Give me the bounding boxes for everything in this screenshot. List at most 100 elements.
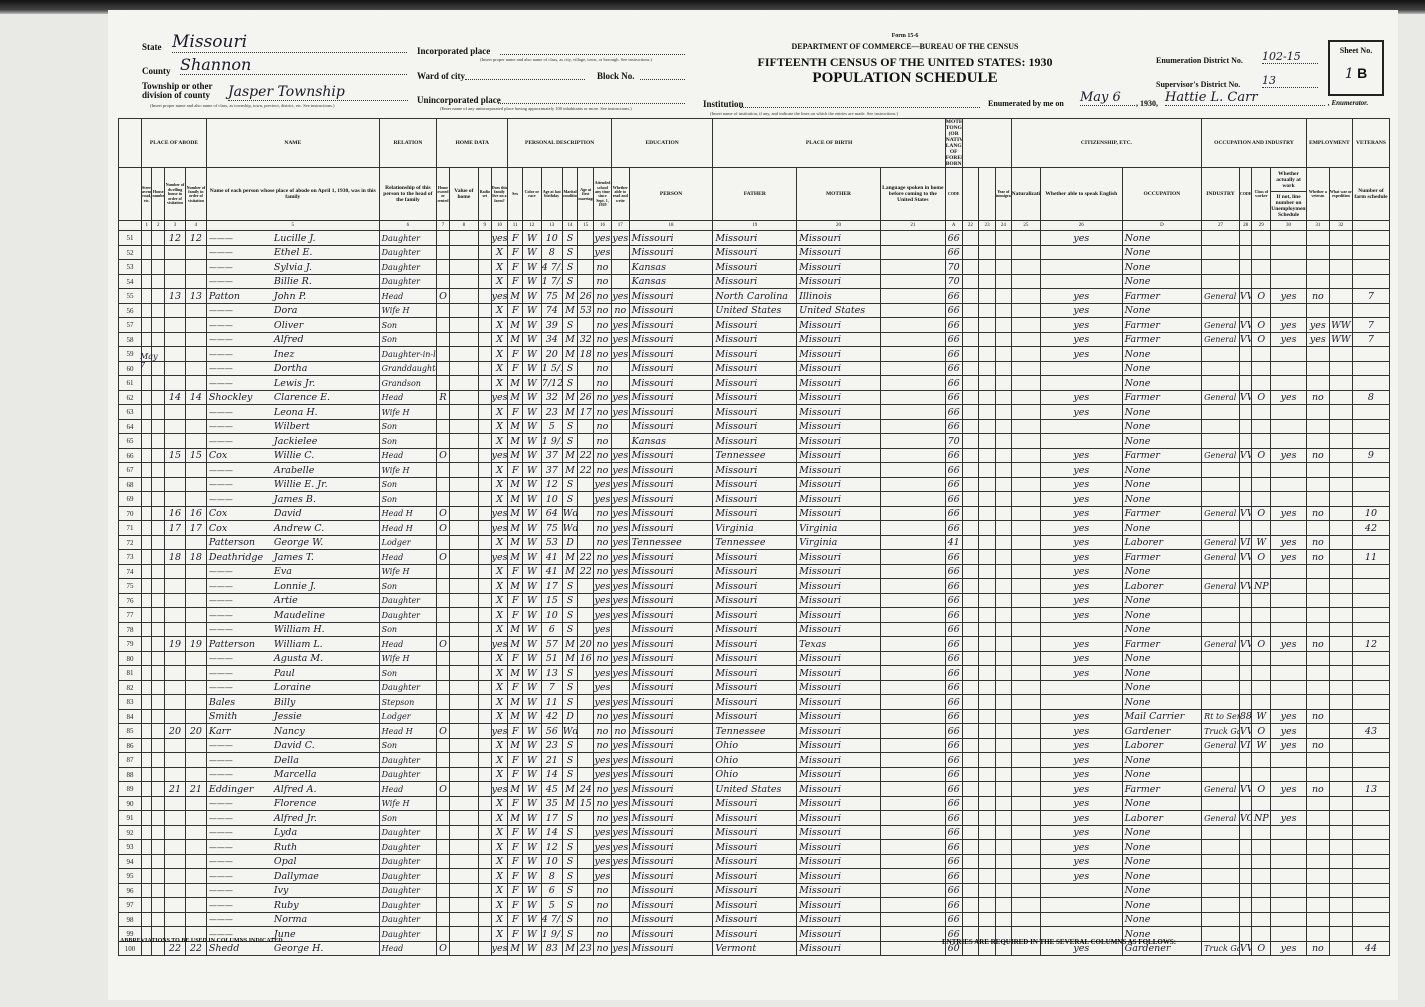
column-header: Language spoken in home before coming to… <box>879 167 946 222</box>
sex: M <box>507 476 523 493</box>
mother-tongue <box>879 230 946 246</box>
birthplace-mother: Missouri <box>796 897 881 913</box>
occupation: None <box>1121 259 1203 275</box>
occupation-code <box>1238 766 1253 783</box>
home-tenure <box>436 650 450 667</box>
age: 51 <box>540 650 563 667</box>
house-number <box>151 563 165 580</box>
family-number <box>184 433 207 449</box>
industry <box>1201 882 1240 899</box>
industry <box>1201 926 1240 942</box>
name: Deathridge James T. <box>205 549 380 565</box>
radio <box>478 607 492 623</box>
at-work <box>1270 462 1307 478</box>
relationship: Daughter <box>378 273 438 290</box>
family-number <box>184 404 207 420</box>
occupation-code: 8876 <box>1238 708 1253 725</box>
age-first-marriage <box>577 317 595 333</box>
surname: ——— <box>208 436 233 446</box>
surname: ——— <box>208 465 233 475</box>
literacy <box>610 679 630 696</box>
sex: M <box>507 317 523 333</box>
race: W <box>521 882 542 899</box>
race: W <box>521 868 542 884</box>
occupation-code <box>1238 650 1253 667</box>
sex: F <box>507 926 523 942</box>
sex: M <box>507 331 523 348</box>
farm: X <box>490 375 509 391</box>
speaks-english <box>1039 273 1123 290</box>
industry: General Farm <box>1201 331 1240 348</box>
dwelling-number <box>164 868 186 884</box>
family-number: 17 <box>184 520 207 536</box>
age-first-marriage <box>577 491 595 507</box>
radio <box>478 926 492 942</box>
farm: X <box>490 360 509 377</box>
code-c <box>978 650 996 667</box>
speaks-english: yes <box>1039 810 1123 826</box>
code-b <box>961 491 980 507</box>
name: ——— Opal <box>205 853 380 870</box>
at-work <box>1270 839 1307 855</box>
age-first-marriage <box>577 839 595 855</box>
column-header: Name of each person whose place of abode… <box>205 167 380 222</box>
literacy: yes <box>610 230 630 246</box>
marital-status: S <box>561 882 579 899</box>
line-number: 77 <box>117 607 143 623</box>
farm-schedule: 7 <box>1351 288 1391 304</box>
enumerated-label: Enumerated by me on <box>988 99 1064 108</box>
class-of-worker <box>1251 839 1272 855</box>
birthplace-father: Missouri <box>712 273 798 290</box>
naturalization <box>1010 723 1041 739</box>
sex: M <box>507 636 523 652</box>
naturalization <box>1010 418 1041 435</box>
sex: F <box>507 723 523 739</box>
naturalization <box>1010 766 1041 783</box>
code-b <box>961 534 980 551</box>
occupation: Laborer <box>1121 534 1203 551</box>
speaks-english: yes <box>1039 607 1123 623</box>
industry <box>1201 491 1240 507</box>
name: Patton John P. <box>205 288 380 304</box>
family-number <box>184 592 207 609</box>
school: yes <box>593 665 612 681</box>
relationship: Daughter <box>378 607 438 623</box>
birthplace-code: 66 <box>944 462 963 478</box>
farm: X <box>490 737 509 754</box>
house-number <box>151 404 165 420</box>
school: no <box>593 882 612 899</box>
birthplace-person: Missouri <box>628 520 714 536</box>
home-value <box>448 679 480 696</box>
race: W <box>521 824 542 841</box>
marital-status: D <box>561 708 579 725</box>
mother-tongue <box>879 650 946 667</box>
line-number: 97 <box>117 897 143 913</box>
mother-tongue <box>879 781 946 797</box>
radio <box>478 418 492 435</box>
immigration-year <box>994 766 1012 783</box>
relationship: Head <box>378 940 438 957</box>
surname: ——— <box>208 306 233 316</box>
marital-status: S <box>561 491 579 507</box>
column-number: A <box>944 220 963 232</box>
speaks-english <box>1039 244 1123 261</box>
school: no <box>593 897 612 913</box>
surname: Deathridge <box>208 551 264 563</box>
code-b <box>961 708 980 725</box>
at-work <box>1270 607 1307 623</box>
column-header: Color or race <box>521 167 542 222</box>
birthplace-mother: United States <box>796 302 881 319</box>
birthplace-person: Missouri <box>628 708 714 725</box>
marital-status: M <box>561 404 579 420</box>
occupation: Farmer <box>1121 636 1203 652</box>
birthplace-mother: Missouri <box>796 346 881 362</box>
given-name: George W. <box>273 537 324 549</box>
race: W <box>521 259 542 275</box>
birthplace-code: 66 <box>944 563 963 580</box>
mother-tongue <box>879 447 946 464</box>
mother-tongue <box>879 317 946 333</box>
column-header: Number of farm schedule <box>1351 167 1391 222</box>
at-work: yes <box>1270 447 1307 464</box>
